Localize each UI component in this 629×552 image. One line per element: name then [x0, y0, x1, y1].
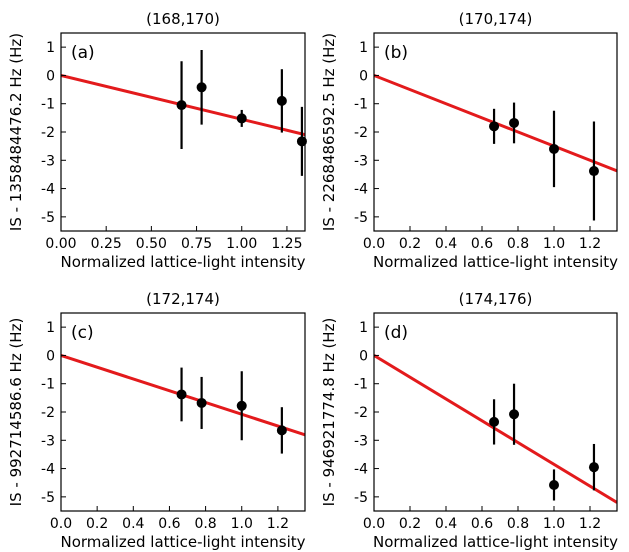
y-axis-label: IS - 946921774.8 Hz (Hz) — [320, 318, 338, 507]
y-axis-label: IS - 1358484476.2 Hz (Hz) — [7, 33, 25, 231]
data-point — [276, 95, 287, 106]
panel-label: (b) — [384, 43, 408, 63]
plot-frame — [60, 32, 306, 232]
data-point — [176, 100, 187, 111]
data-point — [588, 166, 599, 177]
y-tick-label: -5 — [41, 490, 55, 506]
x-tick-label: 0.4 — [122, 516, 144, 532]
y-tick-label: -3 — [354, 433, 368, 449]
x-axis-label: Normalized lattice-light intensity — [60, 533, 305, 551]
plot-frame — [60, 312, 306, 512]
x-tick-label: 0.2 — [399, 516, 421, 532]
x-tick-label: 0.6 — [471, 236, 493, 252]
y-tick-label: -2 — [354, 125, 368, 141]
x-tick-label: 1.0 — [231, 516, 253, 532]
panel-2: (172,174) 0.0 0.2 0.4 0.6 0.8 1.0 1.2 1 0 -1 -2 -3 -4… — [7, 290, 306, 551]
data-point — [489, 121, 500, 132]
x-tick-label: 0.00 — [45, 236, 76, 252]
panel-title: (174,176) — [459, 290, 533, 308]
x-tick-label: 0.6 — [471, 516, 493, 532]
panel-title: (168,170) — [146, 10, 220, 28]
y-tick-label: -5 — [354, 490, 368, 506]
x-tick-label: 1.2 — [579, 516, 601, 532]
data-point — [236, 113, 247, 124]
y-tick-label: -2 — [354, 405, 368, 421]
data-point — [549, 479, 559, 490]
data-point — [549, 143, 559, 154]
y-tick-label: -1 — [354, 377, 368, 393]
y-tick-label: -1 — [354, 97, 368, 113]
x-tick-label: 0.8 — [194, 516, 216, 532]
x-tick-label: 1.25 — [271, 236, 302, 252]
y-tick-label: -2 — [41, 125, 55, 141]
data-point — [489, 416, 500, 427]
x-tick-label: 1.0 — [543, 516, 565, 532]
y-tick-label: -3 — [354, 153, 368, 169]
y-tick-label: 1 — [359, 40, 368, 56]
y-tick-label: -1 — [41, 97, 55, 113]
x-tick-label: 1.00 — [226, 236, 257, 252]
y-tick-label: 0 — [46, 68, 55, 84]
plot-frame — [373, 32, 618, 232]
y-tick-label: -3 — [41, 153, 55, 169]
x-axis-label: Normalized lattice-light intensity — [60, 253, 305, 271]
panel-title: (170,174) — [459, 10, 533, 28]
x-tick-label: 0.6 — [158, 516, 180, 532]
panel-0: (168,170) 0.00 0.25 0.50 0.75 1.00 1.25 1 0 -1 -2 -… — [7, 10, 307, 271]
x-tick-label: 1.2 — [579, 236, 601, 252]
x-tick-label: 0.4 — [435, 516, 457, 532]
y-axis-label: IS - 2268486592.5 Hz (Hz) — [320, 33, 338, 231]
fit-line — [374, 354, 617, 504]
y-tick-label: -5 — [354, 210, 368, 226]
x-tick-label: 0.50 — [136, 236, 167, 252]
y-tick-label: 0 — [359, 68, 368, 84]
panel-title: (172,174) — [146, 290, 220, 308]
x-tick-label: 0.2 — [86, 516, 108, 532]
x-tick-label: 0.2 — [399, 236, 421, 252]
x-tick-label: 0.0 — [363, 236, 385, 252]
panel-label: (d) — [384, 323, 408, 343]
panel-1: (170,174) 0.0 0.2 0.4 0.6 0.8 1.0 1.2 1 0 -1 -2 -3 -4… — [320, 10, 618, 271]
y-tick-label: 0 — [359, 348, 368, 364]
data-point — [588, 462, 599, 473]
y-tick-label: 1 — [46, 40, 55, 56]
y-tick-label: 1 — [359, 320, 368, 336]
y-tick-label: -3 — [41, 433, 55, 449]
y-tick-label: 1 — [46, 320, 55, 336]
x-tick-label: 0.0 — [50, 516, 72, 532]
y-tick-label: 0 — [46, 348, 55, 364]
panel-3: (174,176) 0.0 0.2 0.4 0.6 0.8 1.0 1.2 1 0 -1 -2 -3 -4… — [320, 290, 618, 551]
x-tick-label: 0.75 — [181, 236, 212, 252]
data-point — [196, 397, 207, 408]
y-tick-label: -4 — [41, 182, 55, 198]
panel-label: (a) — [71, 43, 95, 63]
y-tick-label: -4 — [354, 462, 368, 478]
data-point — [236, 400, 247, 411]
data-point — [276, 425, 287, 436]
y-tick-label: -2 — [41, 405, 55, 421]
x-tick-label: 0.0 — [363, 516, 385, 532]
data-point — [176, 389, 187, 400]
x-tick-label: 0.25 — [91, 236, 122, 252]
x-tick-label: 1.0 — [543, 236, 565, 252]
y-tick-label: -1 — [41, 377, 55, 393]
x-axis-label: Normalized lattice-light intensity — [373, 533, 618, 551]
x-tick-label: 0.8 — [507, 516, 529, 532]
data-point — [509, 409, 520, 420]
y-tick-label: -4 — [354, 182, 368, 198]
y-tick-label: -4 — [41, 462, 55, 478]
x-tick-label: 1.2 — [267, 516, 289, 532]
x-tick-label: 0.4 — [435, 236, 457, 252]
y-axis-label: IS - 992714586.6 Hz (Hz) — [7, 318, 25, 507]
x-axis-label: Normalized lattice-light intensity — [373, 253, 618, 271]
data-point — [509, 117, 520, 128]
x-tick-label: 0.8 — [507, 236, 529, 252]
panel-label: (c) — [71, 323, 94, 343]
data-point — [196, 82, 207, 93]
y-tick-label: -5 — [41, 210, 55, 226]
